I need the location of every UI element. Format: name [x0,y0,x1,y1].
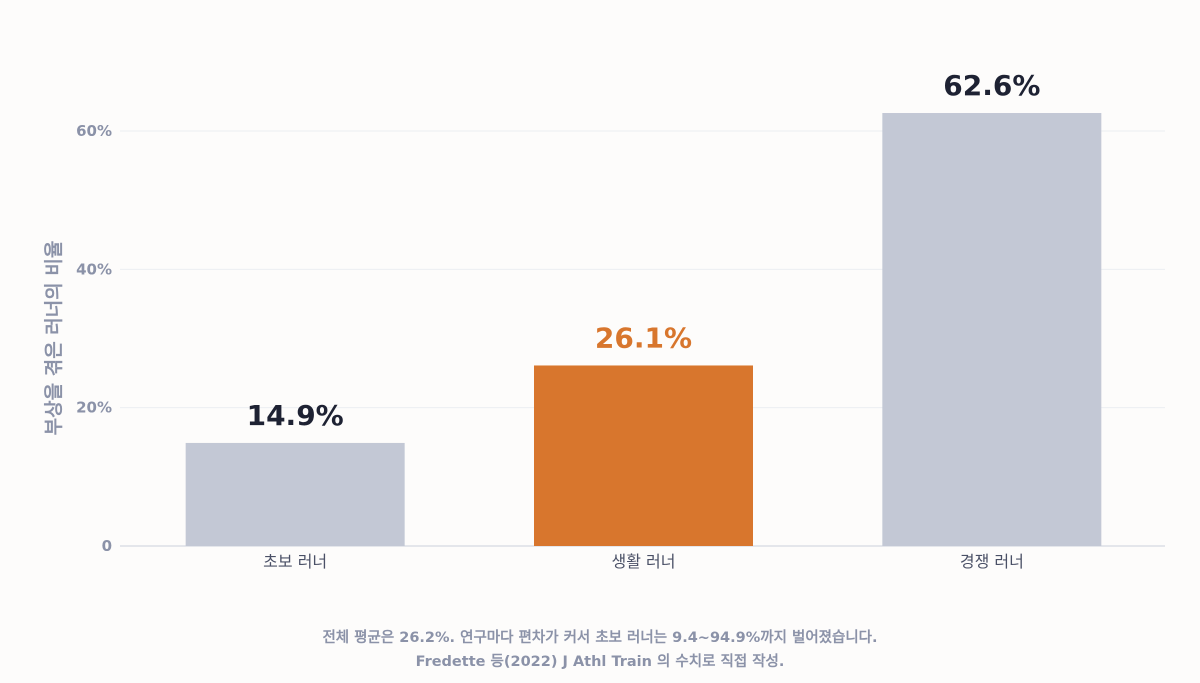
bar [534,365,753,546]
bar [882,113,1102,547]
x-tick-label: 경쟁 러너 [960,552,1024,571]
data-label: 62.6% [943,69,1040,102]
y-tick-label: 20% [76,399,112,417]
y-tick-label: 40% [76,260,112,278]
data-label: 14.9% [247,399,344,432]
footnote-source: Fredette 등(2022) J Athl Train 의 수치로 직접 작… [415,654,785,670]
x-tick-label: 초보 러너 [263,552,327,571]
y-tick-label: 0 [102,537,112,555]
footnote-summary: 전체 평균은 26.2%. 연구마다 편차가 커서 초보 러너는 9.4~94.… [322,630,878,646]
bar-chart: 0 20% 40% 60% 부상을 겪은 러너의 비율 14.9% 초보 러너 26.1% 생활… [43,69,1165,571]
y-axis-label: 부상을 겪은 러너의 비율 [43,241,65,436]
bar [185,442,405,546]
x-tick-label: 생활 러너 [612,552,676,571]
data-label: 26.1% [595,321,692,354]
y-tick-label: 60% [76,122,112,140]
